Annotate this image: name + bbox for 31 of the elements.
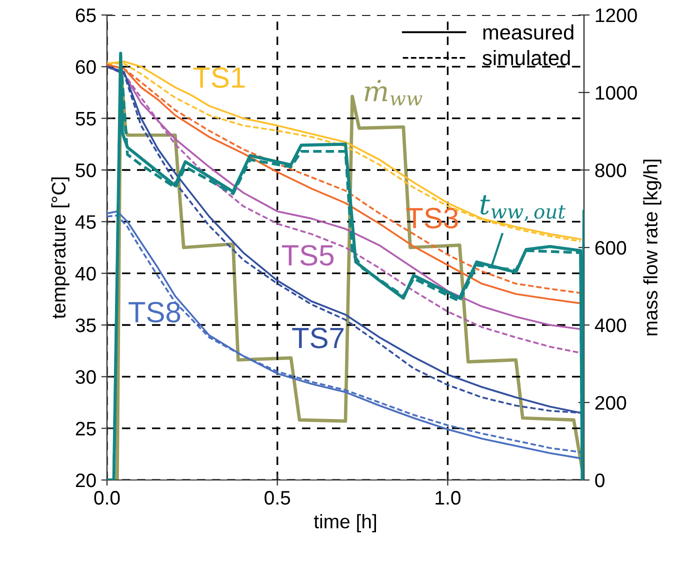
x-tick-label: 1.0	[436, 490, 460, 505]
y-tick-label: 45	[75, 215, 96, 229]
series-label: TS5	[282, 245, 334, 266]
y2-tick-label: 600	[595, 240, 626, 255]
series-label: TS7	[292, 328, 344, 348]
y2-tick-label: 800	[595, 163, 626, 178]
series-label: TS1	[193, 67, 245, 88]
y-tick-label: 20	[76, 473, 96, 488]
y2-tick-label: 200	[595, 396, 626, 410]
series-label: t$_{ww,out}$	[480, 195, 566, 222]
y-tick-label: 30	[76, 370, 96, 384]
x-tick-label: 0.5	[264, 490, 290, 505]
y-tick-label: 25	[76, 422, 96, 436]
y-tick-label: 35	[76, 318, 96, 332]
y2-tick-label: 0	[595, 473, 604, 488]
x-tick-label: 0.0	[94, 490, 120, 505]
y2-axis-title: mass flow rate [kg/h]	[643, 160, 662, 336]
y2-tick-label: 1200	[596, 8, 637, 22]
y2-tick-label: 1000	[596, 86, 637, 100]
y-tick-label: 40	[75, 266, 96, 281]
y-axis-title: temperature [°C]	[51, 177, 70, 319]
annotation: measured	[483, 24, 574, 40]
annotation: simulated	[482, 50, 570, 66]
series-label: ṁ$_{ww}$	[364, 80, 422, 106]
y-tick-label: 50	[76, 163, 96, 178]
y2-tick-label: 400	[594, 318, 626, 332]
y-tick-label: 60	[76, 60, 96, 74]
x-axis-title: time [h]	[314, 514, 376, 532]
series-label: TS8	[128, 302, 180, 322]
y-tick-label: 55	[76, 112, 96, 126]
y-tick-label: 65	[76, 8, 96, 22]
